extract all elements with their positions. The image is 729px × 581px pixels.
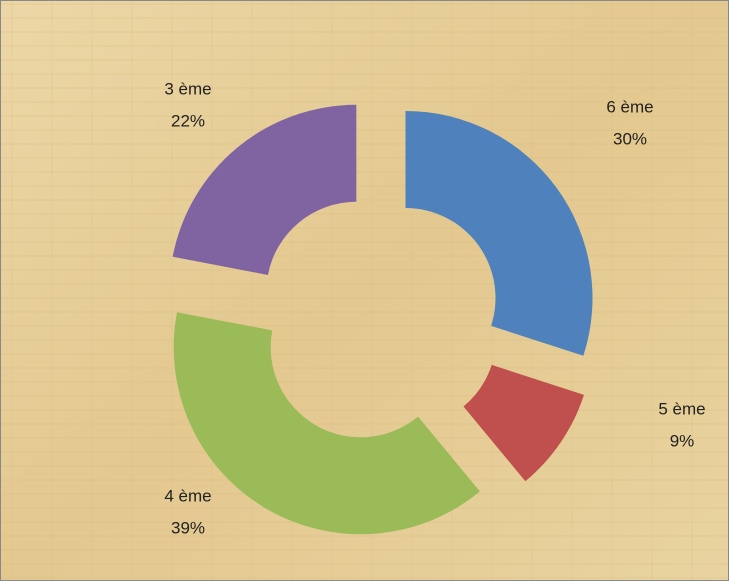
donut-segment [405, 111, 593, 356]
value-label: 30% [613, 129, 647, 148]
value-label: 39% [171, 518, 205, 537]
donut-segment [463, 364, 584, 482]
donut-segment [173, 312, 480, 535]
category-label: 4 ème [164, 486, 211, 505]
category-label: 5 ème [658, 399, 705, 418]
value-label: 9% [670, 431, 695, 450]
value-label: 22% [171, 111, 205, 130]
category-label: 6 ème [606, 97, 653, 116]
donut-segment [172, 104, 357, 275]
category-label: 3 ème [164, 79, 211, 98]
